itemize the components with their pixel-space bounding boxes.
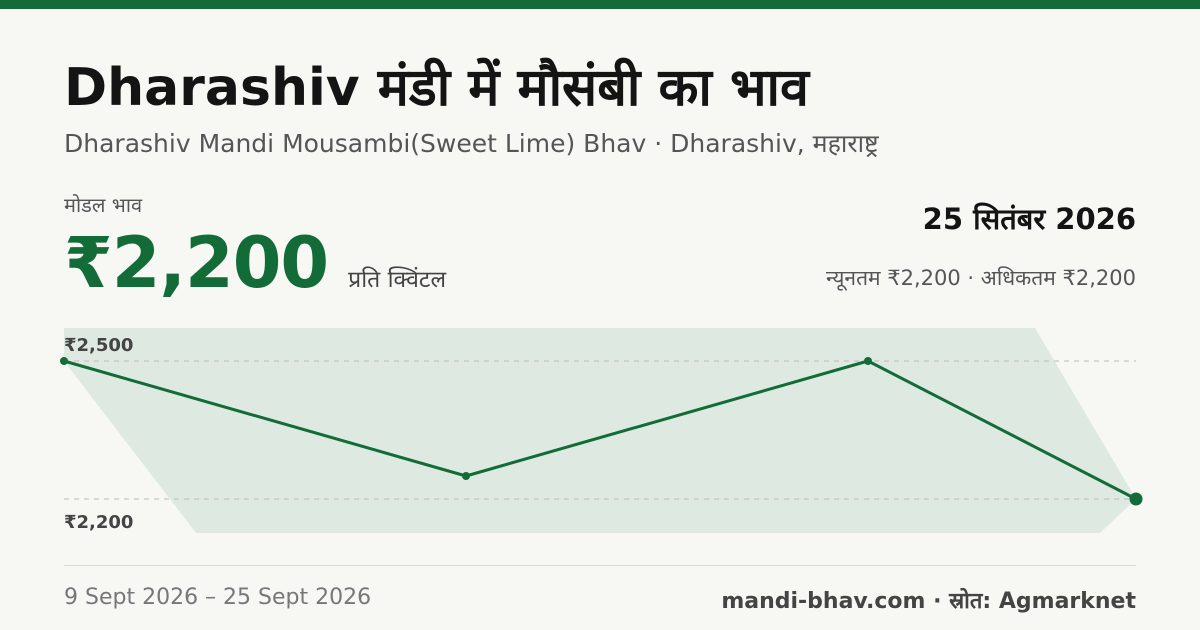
modal-price-label: मोडल भाव	[64, 193, 143, 217]
price-line	[63, 359, 1137, 501]
price-unit: प्रति क्विंटल	[348, 267, 447, 293]
y-tick-label: ₹2,200	[64, 512, 133, 533]
page-title: Dharashiv मंडी में मौसंबी का भाव	[64, 58, 809, 118]
latest-price-point	[1129, 492, 1143, 506]
price-band	[64, 328, 1136, 533]
price-row: ₹2,200 प्रति क्विंटल	[64, 222, 446, 304]
price-point	[60, 357, 68, 365]
footer-divider	[64, 565, 1136, 566]
footer-source: mandi-bhav.com · स्रोत: Agmarknet	[721, 589, 1136, 614]
price-date: 25 सितंबर 2026	[922, 202, 1136, 236]
y-tick-label: ₹2,500	[64, 335, 133, 356]
price-point	[462, 472, 470, 480]
min-max-range: न्यूनतम ₹2,200 · अधिकतम ₹2,200	[826, 266, 1136, 290]
footer-date-range: 9 Sept 2026 – 25 Sept 2026	[64, 585, 372, 610]
top-accent-bar	[0, 0, 1200, 9]
price-point	[864, 357, 872, 365]
page-subtitle: Dharashiv Mandi Mousambi(Sweet Lime) Bha…	[64, 129, 879, 158]
modal-price-value: ₹2,200	[64, 222, 329, 304]
